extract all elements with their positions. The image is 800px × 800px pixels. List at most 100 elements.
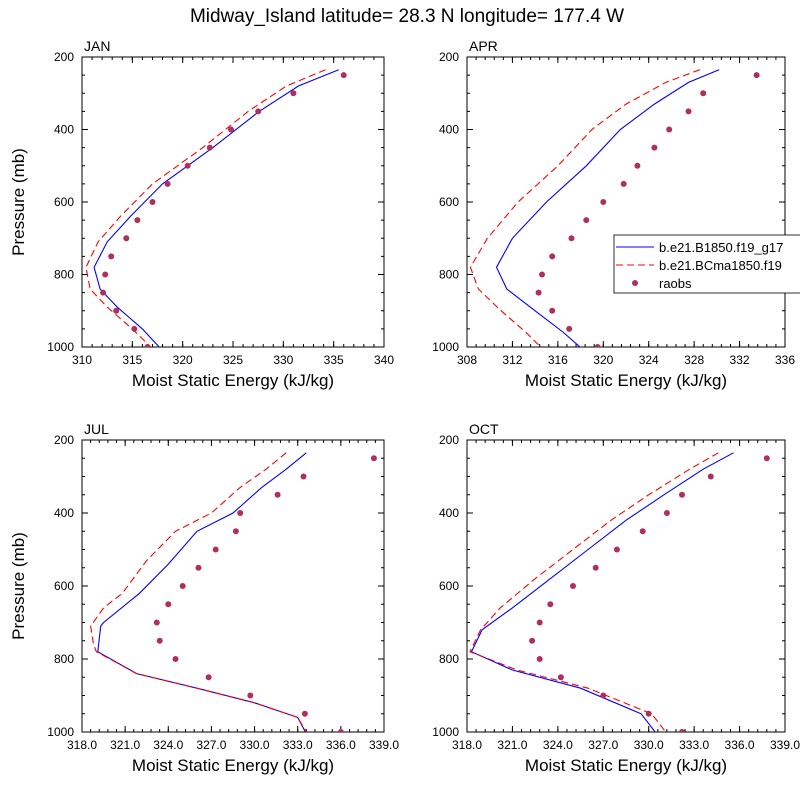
panel-label: APR bbox=[469, 38, 498, 54]
raob-point bbox=[228, 126, 234, 133]
raob-point bbox=[195, 564, 202, 571]
plot-frame bbox=[81, 56, 385, 348]
x-tick-label: 330.0 bbox=[634, 738, 664, 752]
raob-point bbox=[156, 637, 163, 644]
y-tick-label: 1000 bbox=[47, 725, 74, 739]
x-tick-label: 320 bbox=[173, 353, 193, 367]
x-tick-label: 310 bbox=[72, 353, 92, 367]
raob-point bbox=[123, 235, 130, 242]
raob-point bbox=[232, 528, 239, 535]
raob-point bbox=[594, 344, 601, 347]
raob-point bbox=[568, 235, 575, 242]
raob-point bbox=[144, 344, 151, 347]
y-tick-label: 800 bbox=[54, 268, 74, 282]
x-tick-label: 335 bbox=[324, 353, 344, 367]
legend: b.e21.B1850.f19_g17 b.e21.BCma1850.f19 rao… bbox=[613, 234, 800, 294]
x-tick-label: 333.0 bbox=[283, 738, 313, 752]
raob-point bbox=[535, 289, 542, 296]
raob-point bbox=[337, 729, 344, 732]
raob-point bbox=[113, 307, 120, 314]
x-tick-label: 332 bbox=[730, 353, 750, 367]
x-tick-label: 325 bbox=[223, 353, 243, 367]
x-tick-label: 324.0 bbox=[153, 738, 183, 752]
series-line-b1850 bbox=[97, 452, 307, 732]
raob-point bbox=[179, 583, 186, 589]
raob-point bbox=[549, 253, 556, 260]
y-tick-label: 400 bbox=[54, 506, 74, 520]
legend-swatch-raobs bbox=[632, 280, 638, 286]
y-tick-label: 600 bbox=[54, 195, 74, 209]
y-tick-label: 1000 bbox=[432, 725, 459, 739]
raob-point bbox=[763, 455, 770, 462]
x-axis-label: Moist Static Energy (kJ/kg) bbox=[132, 756, 334, 775]
raob-point bbox=[620, 180, 627, 187]
x-axis-label: Moist Static Energy (kJ/kg) bbox=[525, 371, 727, 390]
raob-point bbox=[634, 162, 641, 169]
series-line-bcma1850 bbox=[85, 69, 326, 347]
x-tick-label: 324 bbox=[639, 353, 659, 367]
x-tick-label: 336.0 bbox=[725, 738, 755, 752]
raob-point bbox=[247, 692, 254, 699]
raob-point bbox=[149, 199, 156, 205]
raob-point bbox=[131, 325, 138, 332]
x-tick-label: 315 bbox=[122, 353, 142, 367]
panel-oct: OCT 318.0 321.0 324.0 327.0 330.0 333.0 336.0 33… bbox=[432, 421, 800, 775]
y-tick-label: 600 bbox=[439, 195, 459, 209]
x-tick-label: 336.0 bbox=[326, 738, 356, 752]
raob-point bbox=[583, 217, 590, 224]
x-tick-label: 336 bbox=[775, 353, 795, 367]
raob-point bbox=[547, 601, 554, 608]
y-tick-label: 600 bbox=[439, 579, 459, 593]
raob-point bbox=[274, 491, 281, 498]
x-tick-label: 312 bbox=[502, 353, 522, 367]
x-tick-label: 330.0 bbox=[240, 738, 270, 752]
x-tick-label: 339.0 bbox=[770, 738, 800, 752]
x-tick-label: 327.0 bbox=[588, 738, 618, 752]
raob-point bbox=[600, 692, 607, 699]
y-tick-label: 600 bbox=[54, 579, 74, 593]
panel-label: OCT bbox=[469, 421, 499, 437]
panel-label: JAN bbox=[84, 38, 110, 54]
x-axis-label: Moist Static Energy (kJ/kg) bbox=[132, 371, 334, 390]
x-tick-label: 318.0 bbox=[452, 738, 482, 752]
y-tick-label: 200 bbox=[54, 50, 74, 64]
raob-point bbox=[613, 546, 620, 553]
raob-point bbox=[600, 199, 607, 205]
raob-point bbox=[666, 126, 673, 133]
series-line-bcma1850 bbox=[469, 452, 719, 732]
raob-point bbox=[255, 108, 262, 115]
x-tick-label: 327.0 bbox=[196, 738, 226, 752]
raob-point bbox=[301, 710, 308, 717]
raob-point bbox=[340, 72, 347, 79]
raob-point bbox=[153, 619, 160, 626]
y-tick-label: 200 bbox=[439, 433, 459, 447]
x-tick-label: 339.0 bbox=[369, 738, 399, 752]
y-tick-label: 400 bbox=[439, 123, 459, 137]
y-tick-label: 800 bbox=[54, 652, 74, 666]
y-tick-label: 400 bbox=[439, 506, 459, 520]
raob-point bbox=[529, 637, 536, 644]
y-tick-label: 400 bbox=[54, 123, 74, 137]
raob-point bbox=[165, 601, 172, 608]
y-axis-label: Pressure (mb) bbox=[9, 148, 28, 256]
raob-point bbox=[566, 325, 573, 332]
raob-point bbox=[206, 144, 213, 151]
raob-point bbox=[290, 90, 297, 97]
raob-point bbox=[108, 253, 115, 260]
x-tick-label: 328 bbox=[684, 353, 704, 367]
panel-jan: JAN 310 315 320 325 330 335 340 200 400 600 800 1000… bbox=[9, 38, 394, 390]
raob-point bbox=[370, 455, 377, 462]
raob-point bbox=[679, 729, 685, 732]
x-tick-label: 318.0 bbox=[67, 738, 97, 752]
raob-point bbox=[570, 583, 576, 589]
series-line-bcma1850 bbox=[469, 69, 700, 347]
raob-point bbox=[679, 491, 685, 498]
panel-label: JUL bbox=[84, 421, 109, 437]
y-tick-label: 200 bbox=[439, 50, 459, 64]
series-line-b1850 bbox=[470, 452, 734, 732]
x-tick-label: 321.0 bbox=[497, 738, 527, 752]
plot-frame bbox=[466, 439, 786, 733]
x-axis-label: Moist Static Energy (kJ/kg) bbox=[525, 756, 727, 775]
panel-jul: JUL 318.0 321.0 324.0 327.0 330.0 333.0 336.0 33… bbox=[9, 421, 399, 775]
raob-point bbox=[164, 180, 171, 187]
